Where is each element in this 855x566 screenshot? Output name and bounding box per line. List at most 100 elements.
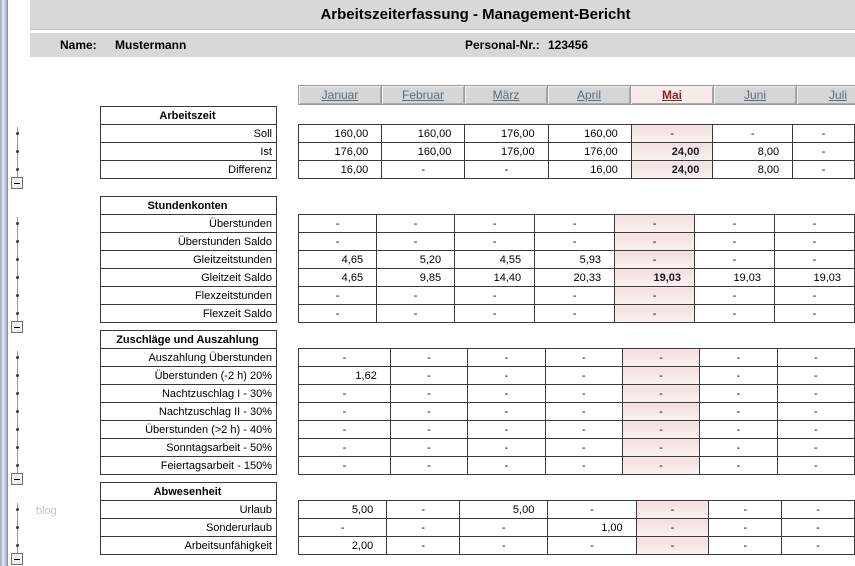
value-cell[interactable]: - xyxy=(776,402,855,421)
value-cell[interactable]: - xyxy=(635,500,710,519)
value-cell[interactable]: - xyxy=(297,518,388,537)
value-cell[interactable]: - xyxy=(699,402,778,421)
value-cell[interactable]: - xyxy=(773,232,855,251)
value-cell[interactable]: - xyxy=(776,384,855,403)
value-cell[interactable]: - xyxy=(694,232,775,251)
value-cell[interactable]: 20,33 xyxy=(534,268,616,287)
value-cell[interactable]: - xyxy=(389,366,469,385)
value-cell[interactable]: - xyxy=(614,232,696,251)
value-cell[interactable]: - xyxy=(467,456,546,475)
value-cell[interactable]: - xyxy=(792,124,855,143)
value-cell[interactable]: - xyxy=(792,160,855,179)
value-cell[interactable]: - xyxy=(389,420,469,439)
value-cell[interactable]: - xyxy=(454,286,536,305)
value-cell[interactable]: 5,20 xyxy=(376,250,456,269)
value-cell[interactable]: - xyxy=(694,250,775,269)
value-cell[interactable]: - xyxy=(621,384,701,403)
value-cell[interactable]: - xyxy=(776,456,855,475)
value-cell[interactable]: - xyxy=(298,438,391,457)
value-cell[interactable]: 16,00 xyxy=(547,160,632,179)
value-cell[interactable]: - xyxy=(773,214,855,233)
value-cell[interactable]: - xyxy=(544,456,623,475)
value-cell[interactable]: - xyxy=(467,384,546,403)
value-cell[interactable]: - xyxy=(297,304,378,323)
value-cell[interactable]: - xyxy=(776,420,855,439)
value-cell[interactable]: - xyxy=(534,232,616,251)
value-cell[interactable]: - xyxy=(376,232,456,251)
value-cell[interactable]: 5,00 xyxy=(297,500,388,519)
value-cell[interactable]: - xyxy=(454,214,536,233)
value-cell[interactable]: 160,00 xyxy=(547,124,632,143)
value-cell[interactable]: 1,62 xyxy=(298,366,391,385)
value-cell[interactable]: - xyxy=(297,214,378,233)
month-header-Juni[interactable]: Juni xyxy=(713,85,797,105)
value-cell[interactable]: 1,00 xyxy=(547,518,637,537)
value-cell[interactable]: - xyxy=(781,536,855,555)
value-cell[interactable]: - xyxy=(389,384,469,403)
value-cell[interactable]: - xyxy=(298,402,391,421)
value-cell[interactable]: 24,00 xyxy=(630,160,714,179)
value-cell[interactable]: - xyxy=(699,384,778,403)
value-cell[interactable]: - xyxy=(547,536,637,555)
value-cell[interactable]: - xyxy=(534,214,616,233)
value-cell[interactable]: - xyxy=(298,384,391,403)
value-cell[interactable]: - xyxy=(389,438,469,457)
value-cell[interactable]: 4,65 xyxy=(297,268,378,287)
value-cell[interactable]: - xyxy=(386,500,461,519)
value-cell[interactable]: - xyxy=(467,420,546,439)
value-cell[interactable]: - xyxy=(298,456,391,475)
value-cell[interactable]: - xyxy=(708,536,783,555)
value-cell[interactable]: - xyxy=(544,420,623,439)
value-cell[interactable]: - xyxy=(376,286,456,305)
value-cell[interactable]: - xyxy=(298,348,391,367)
value-cell[interactable]: 160,00 xyxy=(297,124,383,143)
value-cell[interactable]: 16,00 xyxy=(297,160,383,179)
value-cell[interactable]: - xyxy=(464,160,549,179)
value-cell[interactable]: - xyxy=(621,438,701,457)
value-cell[interactable]: 8,00 xyxy=(712,142,794,161)
value-cell[interactable]: - xyxy=(621,456,701,475)
value-cell[interactable]: - xyxy=(386,518,461,537)
value-cell[interactable]: - xyxy=(544,384,623,403)
value-cell[interactable]: - xyxy=(635,536,710,555)
value-cell[interactable]: - xyxy=(534,304,616,323)
value-cell[interactable]: - xyxy=(621,402,701,421)
value-cell[interactable]: 5,00 xyxy=(459,500,549,519)
value-cell[interactable]: - xyxy=(544,348,623,367)
value-cell[interactable]: - xyxy=(389,402,469,421)
value-cell[interactable]: 176,00 xyxy=(547,142,632,161)
value-cell[interactable]: - xyxy=(614,214,696,233)
value-cell[interactable]: - xyxy=(621,348,701,367)
value-cell[interactable]: - xyxy=(389,456,469,475)
value-cell[interactable]: - xyxy=(708,518,783,537)
outline-collapse-button[interactable] xyxy=(11,321,23,333)
value-cell[interactable]: - xyxy=(376,304,456,323)
value-cell[interactable]: - xyxy=(699,420,778,439)
value-cell[interactable]: - xyxy=(544,402,623,421)
value-cell[interactable]: 160,00 xyxy=(381,142,466,161)
month-header-Februar[interactable]: Februar xyxy=(381,85,465,105)
value-cell[interactable]: - xyxy=(459,536,549,555)
value-cell[interactable]: 9,85 xyxy=(376,268,456,287)
value-cell[interactable]: - xyxy=(699,438,778,457)
value-cell[interactable]: - xyxy=(781,500,855,519)
value-cell[interactable]: - xyxy=(467,402,546,421)
value-cell[interactable]: - xyxy=(614,286,696,305)
value-cell[interactable]: - xyxy=(467,438,546,457)
month-header-April[interactable]: April xyxy=(547,85,631,105)
value-cell[interactable]: 8,00 xyxy=(712,160,794,179)
value-cell[interactable]: 176,00 xyxy=(297,142,383,161)
value-cell[interactable]: - xyxy=(297,232,378,251)
value-cell[interactable]: - xyxy=(776,348,855,367)
value-cell[interactable]: - xyxy=(694,304,775,323)
value-cell[interactable]: - xyxy=(773,304,855,323)
value-cell[interactable]: - xyxy=(635,518,710,537)
value-cell[interactable]: 4,65 xyxy=(297,250,378,269)
value-cell[interactable]: 4,55 xyxy=(454,250,536,269)
value-cell[interactable]: 14,40 xyxy=(454,268,536,287)
value-cell[interactable]: - xyxy=(534,286,616,305)
value-cell[interactable]: - xyxy=(773,250,855,269)
value-cell[interactable]: - xyxy=(297,286,378,305)
value-cell[interactable]: - xyxy=(544,438,623,457)
value-cell[interactable]: - xyxy=(776,366,855,385)
